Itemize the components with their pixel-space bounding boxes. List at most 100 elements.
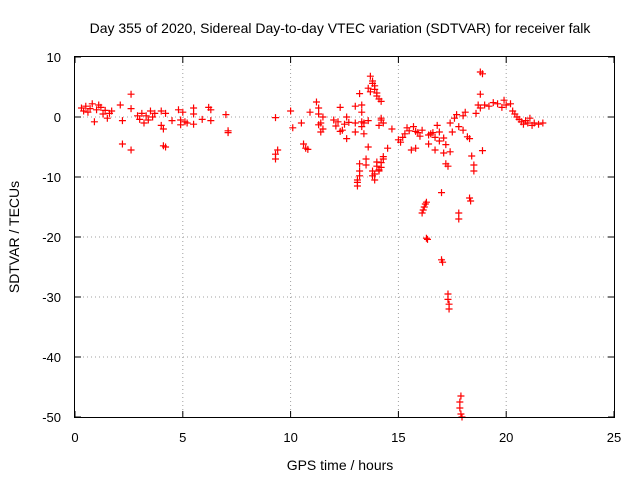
data-point	[455, 209, 463, 217]
data-point	[183, 119, 191, 127]
data-point	[539, 119, 547, 127]
data-point	[456, 404, 464, 412]
data-point	[500, 96, 508, 104]
data-point	[362, 155, 370, 163]
data-point	[446, 148, 454, 156]
data-point	[101, 106, 109, 114]
data-point	[435, 128, 443, 136]
data-point	[535, 120, 543, 128]
data-point	[418, 126, 426, 134]
data-point	[466, 194, 474, 202]
data-point	[384, 144, 392, 152]
data-point	[351, 119, 359, 127]
data-point	[142, 112, 150, 120]
data-point	[319, 113, 327, 121]
data-point	[351, 128, 359, 136]
data-point	[470, 161, 478, 169]
data-point	[457, 392, 465, 400]
data-point	[317, 119, 325, 127]
data-point	[168, 117, 176, 125]
data-point	[366, 88, 374, 96]
data-point	[409, 123, 417, 131]
data-point	[157, 121, 165, 129]
data-point	[401, 130, 409, 138]
data-point	[377, 163, 385, 171]
data-point	[424, 235, 432, 243]
data-point	[439, 258, 447, 266]
data-point	[507, 100, 515, 108]
data-point	[442, 141, 450, 149]
y-tick-label: 0	[54, 110, 61, 125]
data-point	[198, 115, 206, 123]
data-point	[174, 106, 182, 114]
data-point	[371, 176, 379, 184]
data-point	[190, 104, 198, 112]
x-tick-label: 10	[283, 430, 297, 445]
data-point	[455, 123, 463, 131]
data-point	[157, 107, 165, 115]
data-point	[456, 398, 464, 406]
data-point	[118, 140, 126, 148]
data-point	[360, 130, 368, 138]
data-point	[300, 140, 308, 148]
data-point	[93, 106, 101, 114]
data-point	[127, 146, 135, 154]
data-point	[162, 143, 170, 151]
data-point	[97, 103, 105, 111]
data-point	[446, 119, 454, 127]
data-point	[222, 111, 230, 119]
ticks: 0 5 10 15 20 25 10 0 -10 -20 -30 -40 -50	[42, 50, 621, 445]
data-point	[364, 143, 372, 151]
data-point	[530, 119, 538, 127]
data-point	[88, 100, 96, 108]
grid	[75, 57, 614, 417]
data-point	[468, 152, 476, 160]
y-tick-label: -50	[42, 410, 61, 425]
data-point	[177, 121, 185, 129]
data-point	[364, 117, 372, 125]
data-point	[371, 85, 379, 93]
data-point	[289, 124, 297, 132]
data-point	[445, 305, 453, 313]
data-point	[419, 206, 427, 214]
data-point	[99, 110, 107, 118]
data-point	[377, 97, 385, 105]
data-point	[377, 114, 385, 122]
data-point	[304, 145, 312, 153]
data-point	[379, 153, 387, 161]
x-axis-label: GPS time / hours	[287, 457, 394, 473]
data-point	[162, 109, 170, 117]
data-point	[146, 107, 154, 115]
data-point	[466, 135, 474, 143]
data-point	[429, 129, 437, 137]
data-point	[149, 113, 157, 121]
data-point	[330, 116, 338, 124]
data-point	[116, 101, 124, 109]
data-point	[84, 108, 92, 116]
data-point	[207, 106, 215, 114]
data-point	[405, 127, 413, 135]
data-point	[472, 109, 480, 117]
data-point	[356, 160, 364, 168]
data-point	[476, 90, 484, 98]
data-point	[459, 112, 467, 120]
data-point	[457, 410, 465, 418]
data-point	[431, 146, 439, 154]
data-point	[190, 110, 198, 118]
data-point	[420, 203, 428, 211]
data-point	[343, 135, 351, 143]
data-point	[190, 120, 198, 128]
data-point	[422, 198, 430, 206]
data-point	[366, 72, 374, 80]
data-point	[418, 209, 426, 217]
data-point	[498, 103, 506, 111]
data-point	[459, 126, 467, 134]
y-tick-label: -40	[42, 350, 61, 365]
data-point	[476, 104, 484, 112]
data-point	[353, 176, 361, 184]
data-point	[438, 189, 446, 197]
data-point	[485, 102, 493, 110]
data-point	[414, 129, 422, 137]
y-tick-label: -10	[42, 170, 61, 185]
